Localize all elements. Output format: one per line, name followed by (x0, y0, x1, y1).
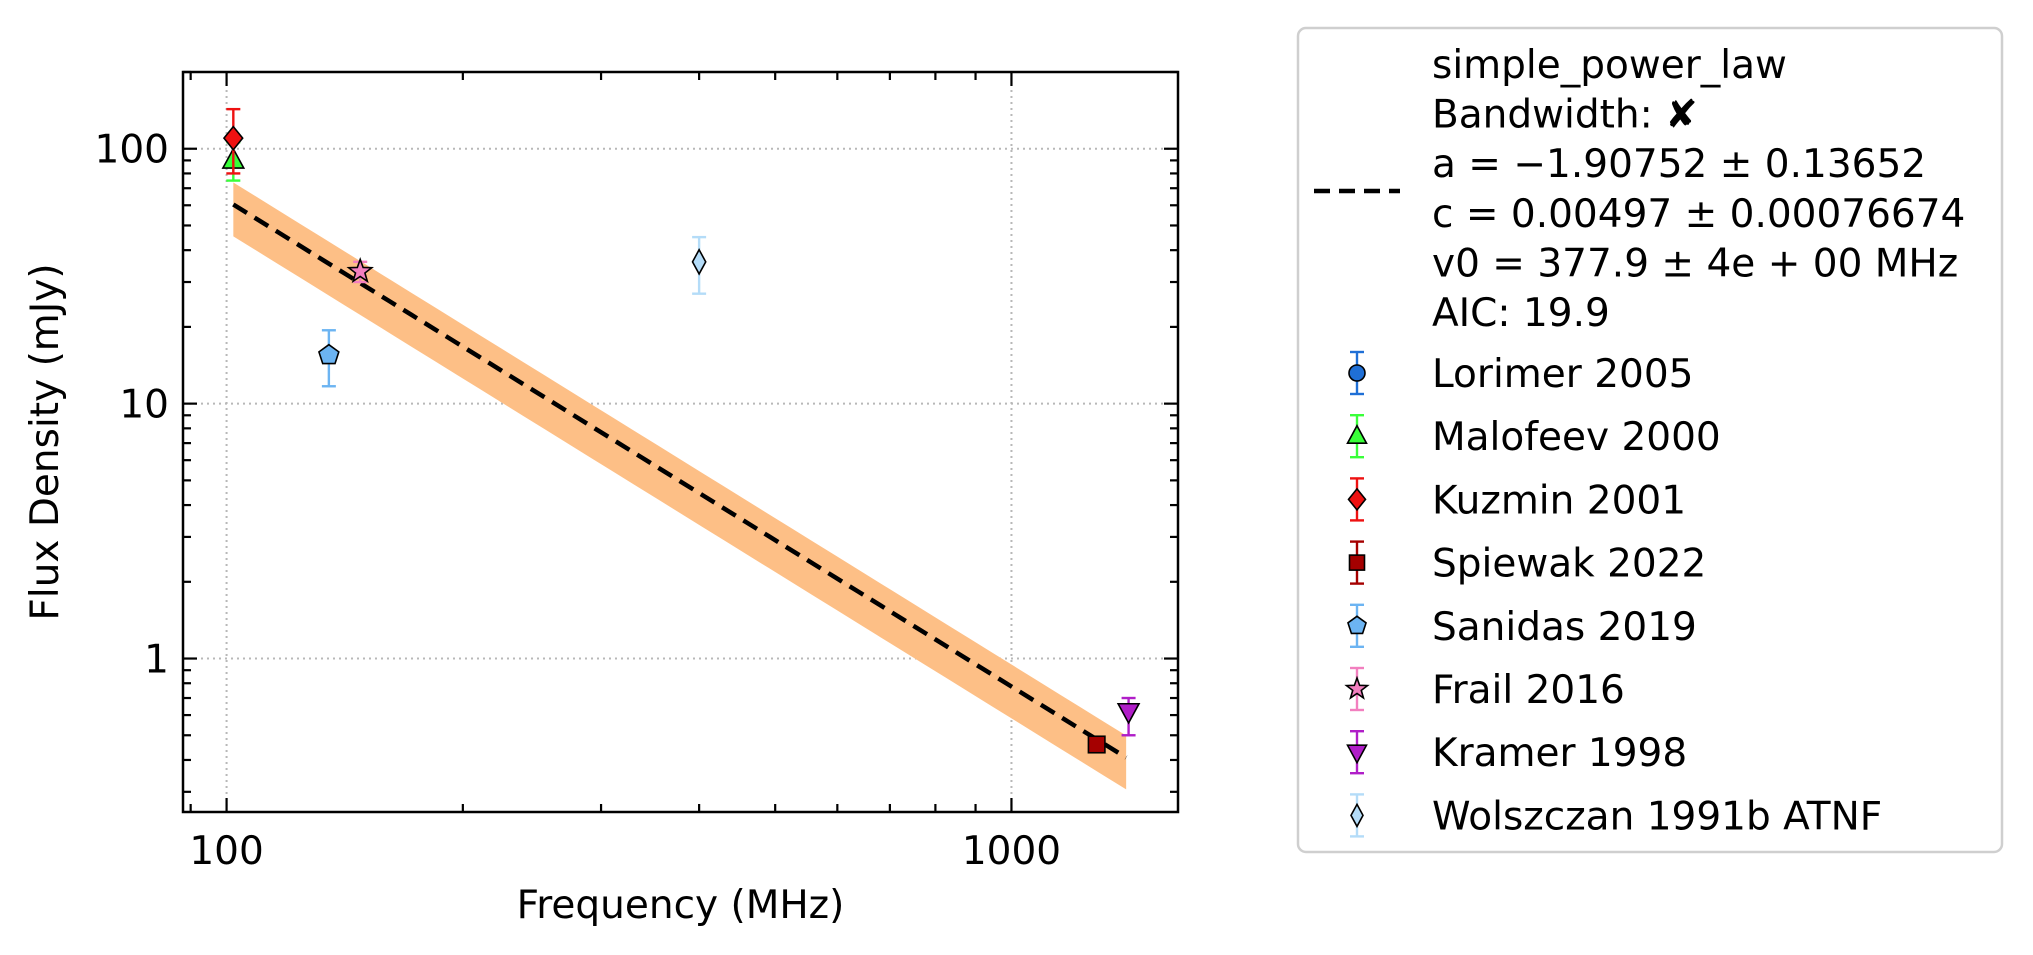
legend-entry: Malofeev 2000 (1346, 414, 1721, 460)
legend-marker (1346, 744, 1368, 765)
fit-line (232, 202, 1128, 760)
legend-box (1296, 26, 2004, 854)
data-point-marker (691, 248, 707, 276)
legend-entry-label: Lorimer 2005 (1432, 352, 1693, 397)
data-point-marker (317, 343, 340, 365)
legend-entry: Sanidas 2019 (1347, 603, 1697, 650)
legend-entry-label: Malofeev 2000 (1432, 415, 1721, 460)
y-tick-label: 10 (119, 383, 169, 428)
legend-entry-label: Frail 2016 (1432, 668, 1625, 713)
data-point-marker (222, 125, 244, 152)
legend-entry-label: Sanidas 2019 (1432, 605, 1697, 650)
legend-marker (1347, 615, 1367, 635)
legend-fit-line-text: v0 = 377.9 ± 4e + 00 MHz (1432, 241, 1958, 286)
y-tick-label: 1 (144, 638, 169, 683)
data-points (221, 107, 1141, 754)
x-axis-label: Frequency (MHz) (517, 883, 845, 928)
data-point-marker (346, 256, 374, 284)
y-axis-label: Flux Density (mJy) (23, 263, 68, 620)
legend-marker (1347, 487, 1367, 512)
legend-fit-line-text: simple_power_law (1432, 43, 1787, 88)
legend-entry: Kuzmin 2001 (1347, 477, 1686, 523)
legend-entry-label: Kuzmin 2001 (1432, 478, 1686, 523)
x-tick-label: 100 (189, 829, 263, 874)
plot-frame (181, 70, 1180, 814)
fit-line-layer (232, 202, 1128, 760)
legend-fit-line-text: a = −1.90752 ± 0.13652 (1432, 142, 1926, 187)
legend-fit-line-text: AIC: 19.9 (1432, 291, 1610, 336)
legend-entry: Spiewak 2022 (1348, 540, 1706, 587)
legend-entry-label: Kramer 1998 (1432, 731, 1687, 776)
legend-marker (1346, 424, 1368, 445)
legend: simple_power_law Bandwidth: ✘a = −1.90752… (1296, 26, 2004, 854)
legend-fit-line-text: Bandwidth: ✘ (1432, 93, 1698, 138)
legend-marker (1350, 802, 1364, 829)
legend-fit-text: simple_power_law Bandwidth: ✘a = −1.90752… (1432, 43, 1965, 336)
tick-labels: 100 1000 1 10 100 (95, 128, 1062, 874)
legend-entry-label: Wolszczan 1991b ATNF (1432, 794, 1882, 839)
data-point-marker (1116, 702, 1141, 725)
fit-band (233, 182, 1127, 790)
data-point-marker (1087, 735, 1106, 754)
grid-lines (183, 72, 1178, 812)
y-tick-label: 100 (95, 128, 169, 173)
legend-entry: Kramer 1998 (1346, 730, 1687, 776)
legend-series-entries: Lorimer 2005 Malofeev 2000 Kuzmin 2001 Spie… (1344, 350, 1882, 839)
legend-entry: Wolszczan 1991b ATNF (1350, 793, 1882, 839)
legend-marker (1348, 554, 1366, 571)
fit-uncertainty-band (233, 182, 1127, 790)
x-tick-label: 1000 (962, 829, 1061, 874)
legend-entry: Frail 2016 (1344, 666, 1625, 713)
legend-entry-label: Spiewak 2022 (1432, 542, 1706, 587)
axis-ticks (183, 70, 1178, 812)
legend-marker (1344, 675, 1370, 700)
legend-entry: Lorimer 2005 (1348, 350, 1693, 397)
legend-marker (1348, 364, 1366, 382)
legend-fit-line-text: c = 0.00497 ± 0.00076674 (1432, 192, 1965, 237)
